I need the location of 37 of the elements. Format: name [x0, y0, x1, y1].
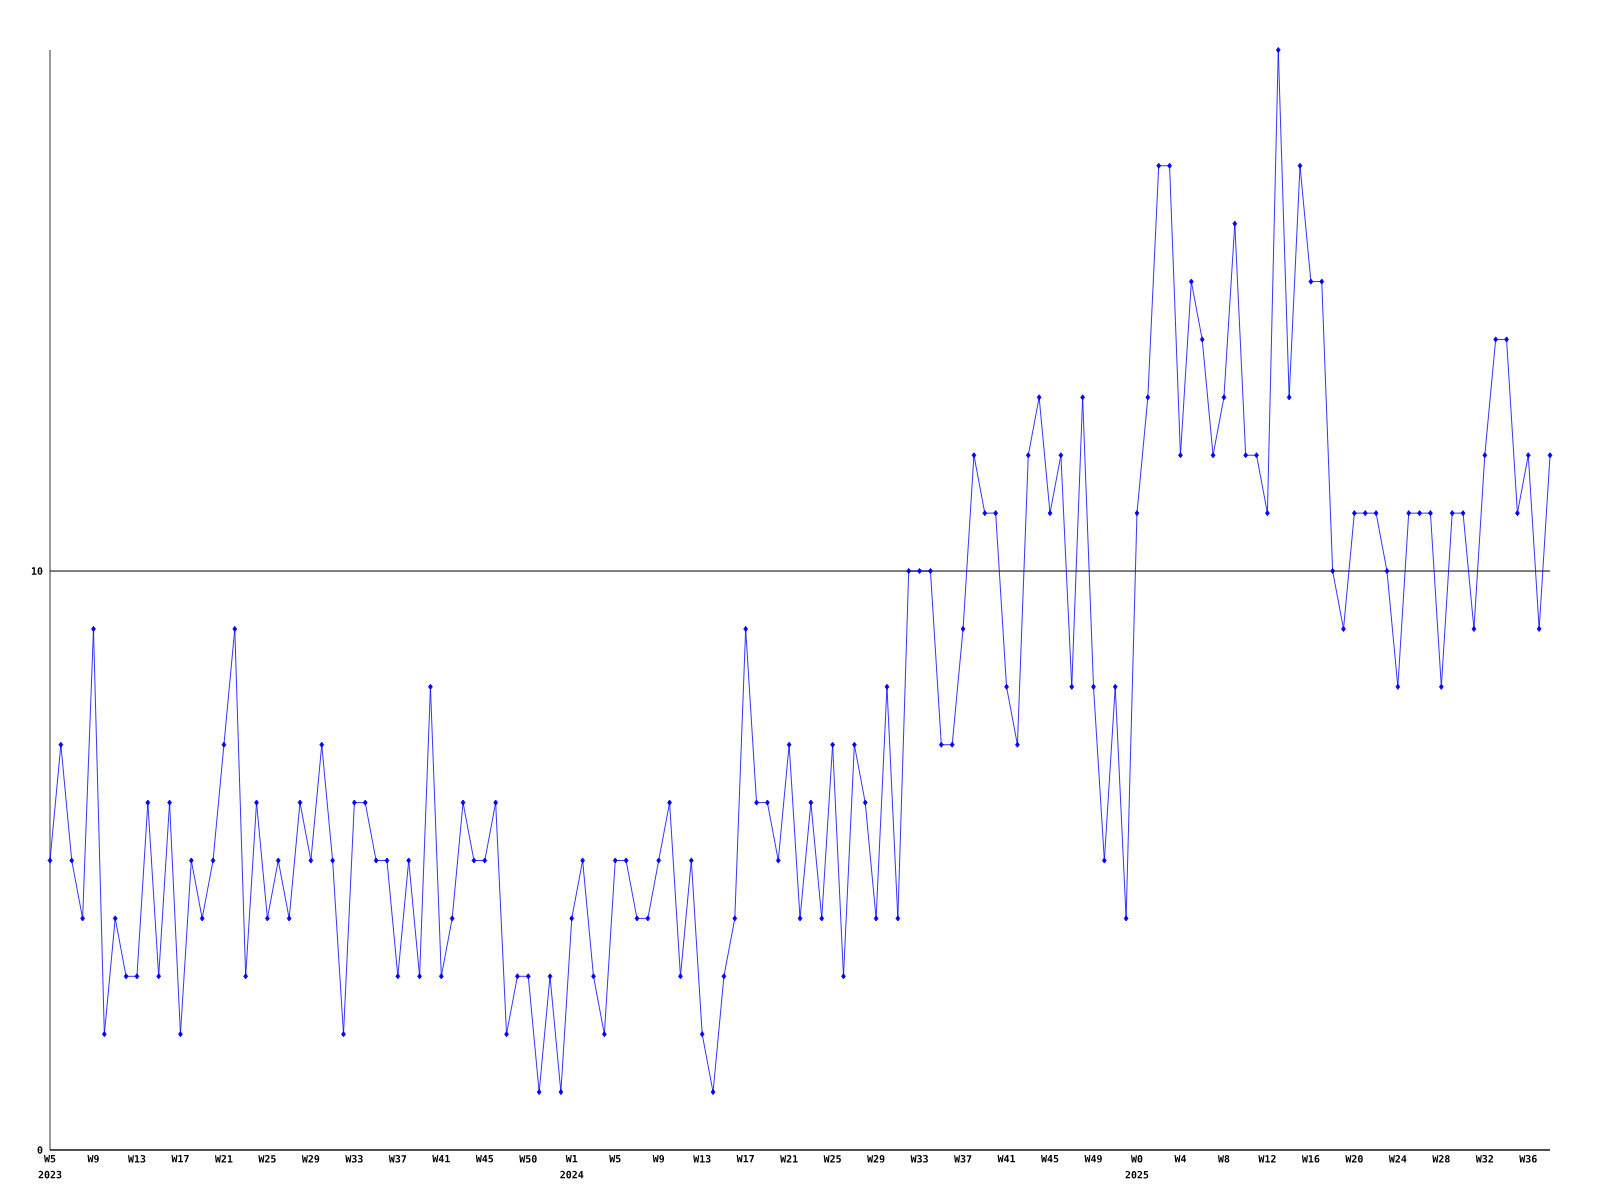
- x-tick-label: W17: [171, 1155, 189, 1163]
- x-tick-label: W49: [1084, 1155, 1102, 1163]
- x-tick-label: W5: [609, 1155, 621, 1163]
- x-tick-label: W45: [1041, 1155, 1059, 1163]
- x-tick-label: W8: [1217, 1155, 1230, 1163]
- x-tick-label: W41: [432, 1155, 450, 1163]
- x-tick-label: W37: [388, 1155, 407, 1163]
- x-tick-label: W33: [910, 1155, 928, 1163]
- x-tick-label: W4: [1174, 1155, 1187, 1163]
- x-tick-label: W20: [1345, 1155, 1363, 1163]
- y-tick-label: 0: [37, 1146, 43, 1154]
- x-tick-label: W28: [1432, 1155, 1450, 1163]
- x-tick-label: W32: [1475, 1155, 1493, 1163]
- x-tick-label: W24: [1388, 1155, 1407, 1163]
- x-tick-label: W45: [475, 1155, 494, 1163]
- x-tick-label: W9: [87, 1155, 99, 1163]
- x-tick-label: W13: [693, 1155, 711, 1163]
- x-tick-label: W5 2023: [38, 1155, 62, 1179]
- x-tick-label: W37: [954, 1155, 972, 1163]
- x-tick-label: W9: [652, 1155, 665, 1163]
- x-tick-label: W50: [519, 1155, 537, 1163]
- y-tick-label: 10: [31, 567, 43, 575]
- x-tick-label: W0 2025: [1125, 1155, 1149, 1179]
- x-tick-label: W25: [823, 1155, 841, 1163]
- x-tick-label: W12: [1258, 1155, 1276, 1163]
- x-tick-label: W13: [127, 1155, 146, 1163]
- x-tick-label: W41: [997, 1155, 1016, 1163]
- x-tick-label: W29: [867, 1155, 885, 1163]
- x-tick-label: W16: [1301, 1155, 1320, 1163]
- x-tick-label: W25: [258, 1155, 276, 1163]
- x-tick-label: W29: [301, 1155, 320, 1163]
- x-tick-label: W17: [736, 1155, 754, 1163]
- x-tick-label: W21: [214, 1155, 233, 1163]
- x-tick-label: W21: [780, 1155, 798, 1163]
- x-tick-label: W33: [345, 1155, 363, 1163]
- x-tick-label: W36: [1519, 1155, 1537, 1163]
- x-tick-label: W1 2024: [560, 1155, 584, 1179]
